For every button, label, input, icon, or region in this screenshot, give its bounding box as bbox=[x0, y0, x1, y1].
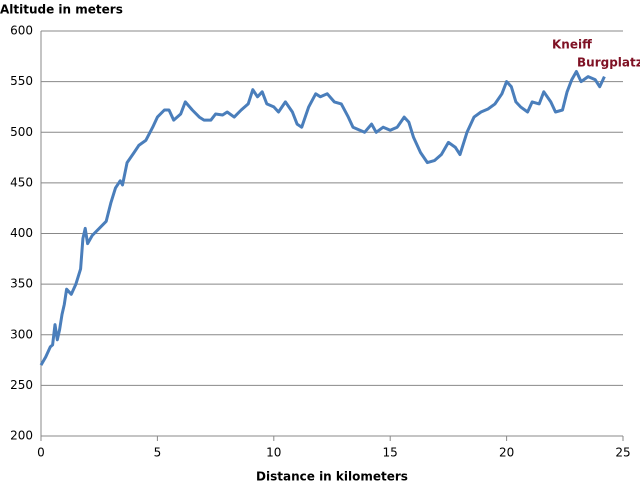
y-tick-label: 200 bbox=[10, 429, 33, 443]
y-tick-label: 250 bbox=[10, 378, 33, 392]
y-tick-label: 300 bbox=[10, 327, 33, 341]
y-tick-label: 550 bbox=[10, 74, 33, 88]
x-axis-title: Distance in kilometers bbox=[256, 470, 408, 484]
data-line bbox=[39, 70, 606, 366]
y-tick-label: 500 bbox=[10, 125, 33, 139]
y-tick-label: 350 bbox=[10, 277, 33, 291]
x-tick-label: 20 bbox=[499, 446, 514, 460]
x-tick-label: 10 bbox=[266, 446, 281, 460]
x-tick-label: 25 bbox=[615, 446, 630, 460]
y-tick-label: 450 bbox=[10, 175, 33, 189]
y-axis-title: Altitude in meters bbox=[0, 3, 123, 17]
x-tick-label: 5 bbox=[154, 446, 162, 460]
y-tick-label: 400 bbox=[10, 226, 33, 240]
x-tick-label: 15 bbox=[383, 446, 398, 460]
annotation: Burgplatz bbox=[577, 56, 640, 70]
y-tick-label: 600 bbox=[10, 24, 33, 38]
annotation: Kneiff bbox=[552, 38, 592, 52]
x-tick-label: 0 bbox=[37, 446, 45, 460]
